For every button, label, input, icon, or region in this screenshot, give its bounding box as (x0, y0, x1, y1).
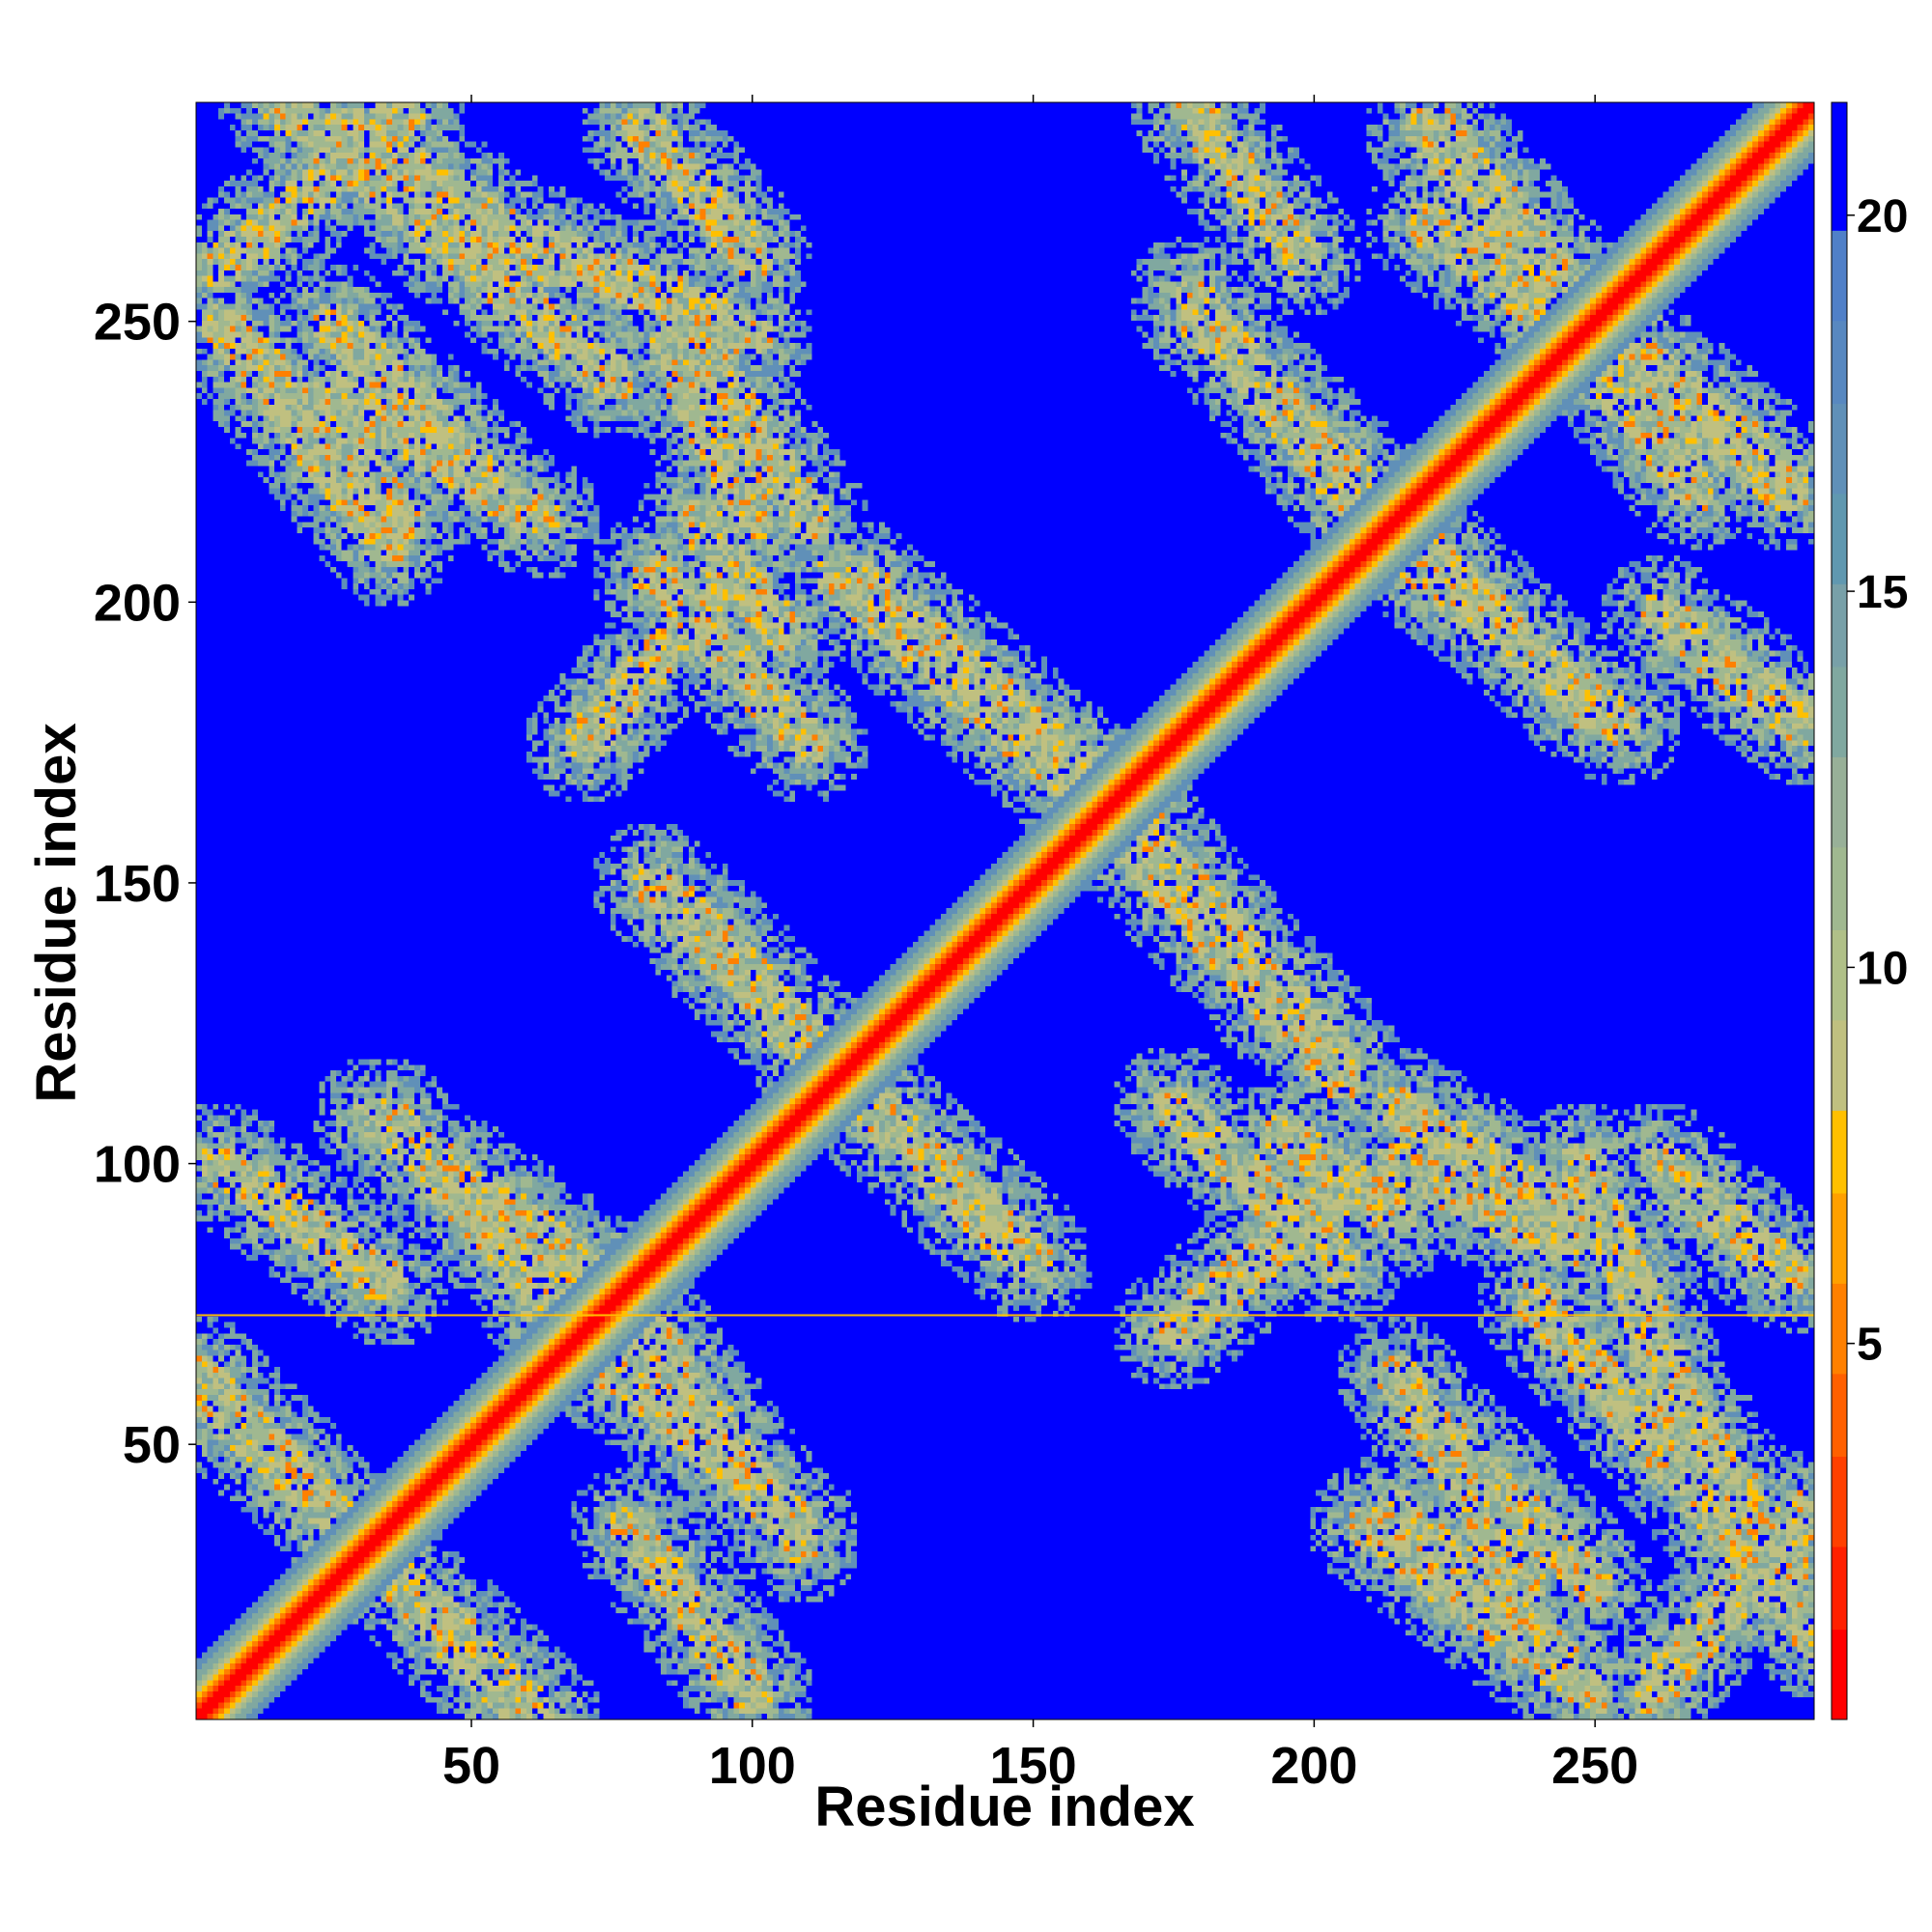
colorbar-segment (1832, 583, 1847, 668)
colorbar-tick-label: 20 (1857, 191, 1908, 242)
colorbar-segment (1832, 1110, 1847, 1194)
colorbar-segment (1832, 102, 1847, 231)
colorbar-frame (1831, 101, 1848, 1720)
x-tick-label: 150 (990, 1737, 1077, 1795)
colorbar: 5 10 15 20 (1831, 101, 1908, 1720)
colorbar-segment (1832, 493, 1847, 584)
y-tick-label: 150 (94, 855, 181, 913)
y-axis-label: Residue index (25, 723, 88, 1102)
y-tick-label: 50 (123, 1416, 181, 1474)
x-tick-label: 100 (709, 1737, 796, 1795)
x-axis-label: Residue index (814, 1776, 1194, 1838)
colorbar-segment (1832, 1019, 1847, 1111)
colorbar-segment (1832, 1629, 1847, 1720)
x-tick-label: 250 (1551, 1737, 1638, 1795)
colorbar-segment (1832, 403, 1847, 495)
colorbar-segment (1832, 1283, 1847, 1375)
heatmap-plot-area (196, 102, 1814, 1719)
y-tick-label: 100 (94, 1136, 181, 1194)
colorbar-tick-label: 10 (1857, 943, 1908, 994)
colorbar-segment (1832, 1546, 1847, 1631)
colorbar-segment (1832, 230, 1847, 322)
colorbar-segment (1832, 1192, 1847, 1284)
colorbar-segment (1832, 846, 1847, 930)
colorbar-segment (1832, 666, 1847, 757)
axes: 50 100 150 200 250 50 100 150 200 250 (94, 95, 1815, 1795)
plot-frame (195, 101, 1815, 1720)
y-tick-label: 250 (94, 294, 181, 352)
colorbar-segment (1832, 320, 1847, 404)
colorbar-tick-label: 15 (1857, 567, 1908, 618)
y-tick-label: 200 (94, 574, 181, 632)
colorbar-segment (1832, 929, 1847, 1021)
colorbar-segment (1832, 1373, 1847, 1457)
colorbar-segment (1832, 1456, 1847, 1548)
heatmap-image (196, 102, 1814, 1719)
x-tick-label: 50 (442, 1737, 500, 1795)
colorbar-segment (1832, 756, 1847, 848)
colorbar-tick-label: 5 (1857, 1320, 1883, 1371)
x-tick-label: 200 (1270, 1737, 1357, 1795)
